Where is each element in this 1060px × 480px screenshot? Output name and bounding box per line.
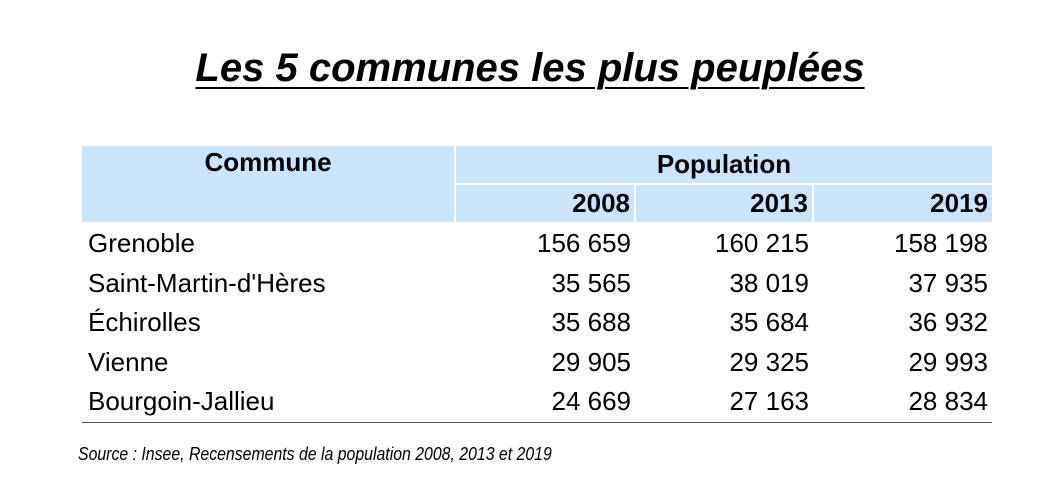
table-row: Échirolles 35 688 35 684 36 932 (82, 303, 992, 343)
population-value: 35 565 (551, 267, 631, 298)
population-table: Commune Population 2008 2013 2019 Grenob… (82, 146, 992, 423)
page-title: Les 5 communes les plus peuplées (195, 46, 865, 90)
table-row: Saint-Martin-d'Hères 35 565 38 019 37 93… (82, 264, 992, 304)
header-commune: Commune (82, 146, 456, 224)
population-value: 35 684 (729, 307, 809, 338)
population-value: 158 198 (894, 228, 988, 259)
population-value: 29 993 (908, 346, 988, 377)
population-value: 37 935 (908, 267, 988, 298)
table-row: Bourgoin-Jallieu 24 669 27 163 28 834 (82, 382, 992, 423)
population-value: 35 688 (551, 307, 631, 338)
commune-name: Échirolles (88, 307, 201, 338)
header-population: Population (455, 146, 992, 185)
commune-name: Bourgoin-Jallieu (82, 382, 455, 423)
header-year-2008: 2008 (455, 184, 636, 224)
header-row-years: 2008 2013 2019 (82, 184, 992, 224)
population-value: 28 834 (813, 382, 992, 423)
commune-name: Vienne (88, 346, 169, 377)
population-value: 24 669 (455, 382, 635, 423)
header-year-2013: 2013 (635, 184, 814, 224)
commune-name: Saint-Martin-d'Hères (88, 267, 326, 298)
population-value: 36 932 (908, 307, 988, 338)
table-row: Vienne 29 905 29 325 29 993 (82, 343, 992, 383)
table-body: Grenoble 156 659 160 215 158 198 Saint-M… (82, 223, 992, 423)
header-year-2019: 2019 (813, 184, 992, 224)
header-row-top: Commune Population (82, 146, 992, 224)
population-value: 29 905 (551, 346, 631, 377)
population-value: 156 659 (537, 228, 631, 259)
population-value: 160 215 (715, 228, 809, 259)
table-row: Grenoble 156 659 160 215 158 198 (82, 223, 992, 264)
population-value: 38 019 (729, 267, 809, 298)
population-value: 27 163 (635, 382, 813, 423)
commune-name: Grenoble (88, 228, 195, 259)
table-header: Commune Population 2008 2013 2019 (82, 146, 992, 224)
population-value: 29 325 (729, 346, 809, 377)
source-note: Source : Insee, Recensements de la popul… (78, 444, 552, 464)
